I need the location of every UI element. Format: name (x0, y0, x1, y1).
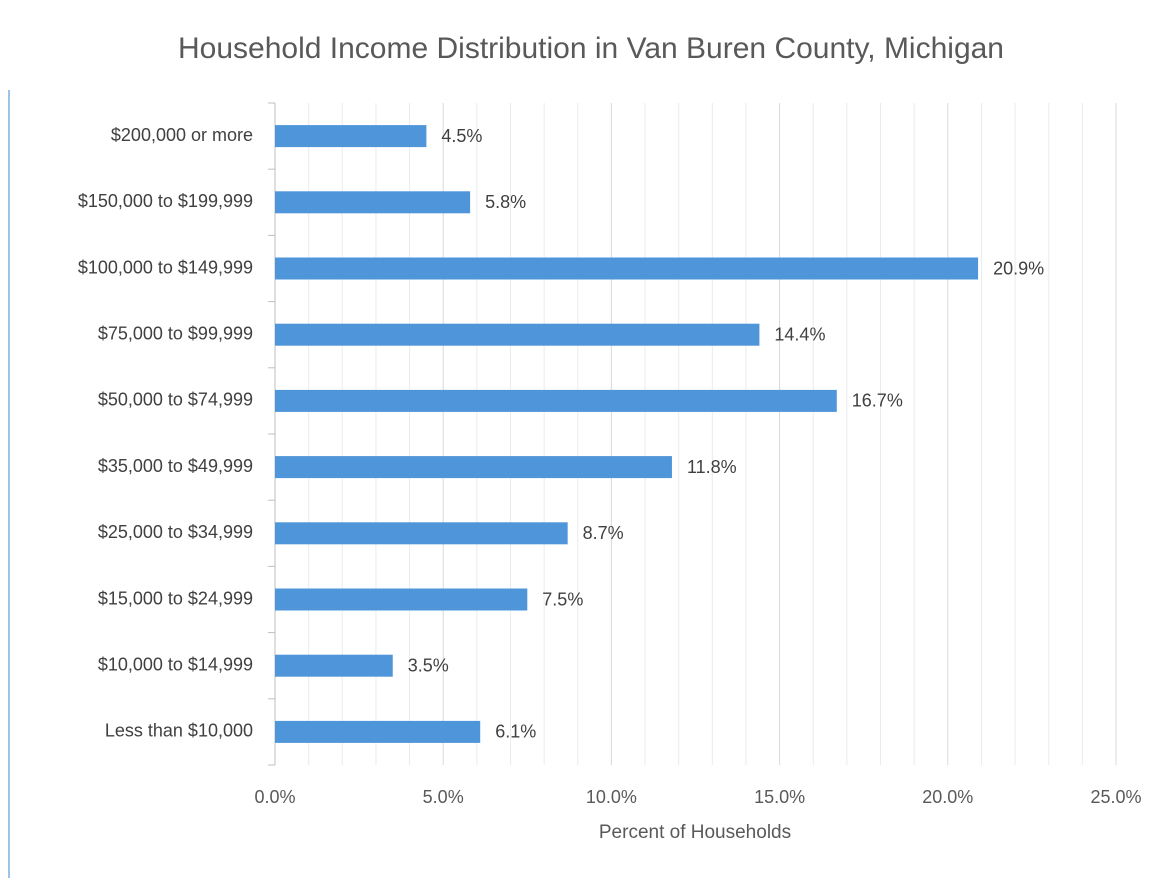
data-label: 8.7% (583, 523, 624, 543)
data-label: 20.9% (993, 258, 1044, 278)
data-label: 4.5% (441, 126, 482, 146)
y-tick-label: Less than $10,000 (105, 721, 253, 741)
bar (275, 588, 528, 611)
bar (275, 654, 393, 677)
chart-title: Household Income Distribution in Van Bur… (178, 32, 1004, 65)
data-label: 6.1% (495, 722, 536, 742)
x-tick-label: 15.0% (754, 787, 805, 807)
data-label: 14.4% (774, 324, 825, 344)
y-tick-label: $10,000 to $14,999 (98, 654, 253, 674)
data-label: 16.7% (852, 391, 903, 411)
y-tick-label: $100,000 to $149,999 (78, 257, 253, 277)
y-tick-label: $50,000 to $74,999 (98, 390, 253, 410)
data-label: 5.8% (485, 192, 526, 212)
y-tick-label: $150,000 to $199,999 (78, 191, 253, 211)
y-tick-label: $25,000 to $34,999 (98, 522, 253, 542)
x-axis-label: Percent of Households (599, 822, 791, 843)
data-label: 3.5% (408, 655, 449, 675)
bar (275, 191, 471, 214)
y-tick-label: $200,000 or more (111, 125, 253, 145)
bar (275, 456, 672, 479)
bar (275, 323, 760, 346)
x-tick-label: 25.0% (1090, 787, 1141, 807)
x-tick-label: 0.0% (254, 787, 295, 807)
x-tick-label: 20.0% (922, 787, 973, 807)
bar (275, 389, 837, 412)
bar (275, 257, 979, 280)
x-tick-label: 5.0% (423, 787, 464, 807)
data-label: 7.5% (542, 589, 583, 609)
y-tick-label: $75,000 to $99,999 (98, 323, 253, 343)
bar (275, 720, 481, 743)
y-tick-label: $15,000 to $24,999 (98, 588, 253, 608)
bar (275, 522, 568, 545)
y-tick-label: $35,000 to $49,999 (98, 456, 253, 476)
bar (275, 125, 427, 148)
x-tick-label: 10.0% (586, 787, 637, 807)
data-label: 11.8% (687, 457, 737, 477)
